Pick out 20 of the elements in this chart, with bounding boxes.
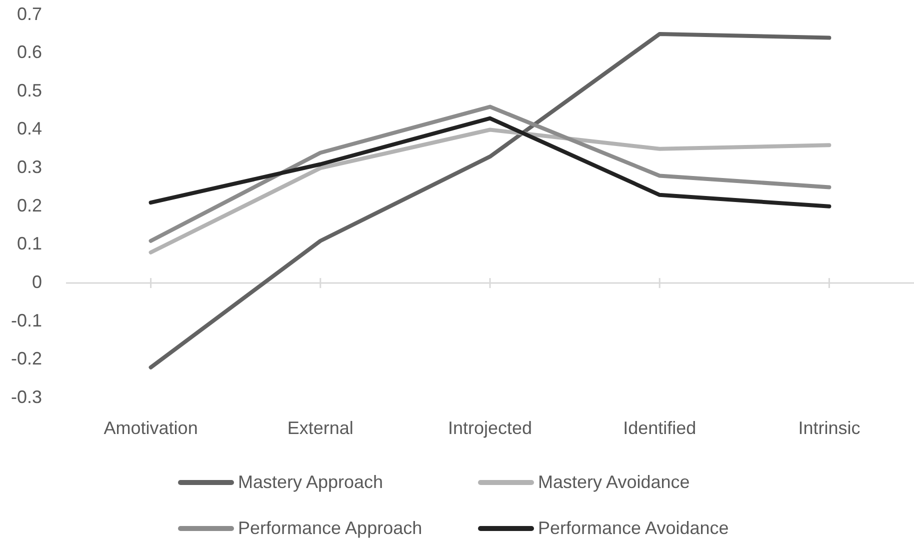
y-tick-label: -0.3 <box>10 386 42 407</box>
y-tick-label: 0.4 <box>16 118 42 139</box>
x-tick-label: Amotivation <box>104 418 198 438</box>
y-tick-label: -0.1 <box>10 310 42 330</box>
x-tick-label: External <box>287 418 354 438</box>
y-tick-label: 0.1 <box>16 234 42 254</box>
legend-label: Mastery Approach <box>238 472 384 492</box>
legend-label: Performance Avoidance <box>538 518 729 538</box>
y-tick-label: 0.6 <box>16 42 42 62</box>
legend-label: Mastery Avoidance <box>538 472 690 492</box>
x-tick-label: Identified <box>623 418 696 438</box>
y-tick-label: 0.7 <box>16 4 42 24</box>
x-tick-label: Intrinsic <box>798 418 860 438</box>
y-tick-label: 0.5 <box>16 80 42 100</box>
y-tick-label: -0.2 <box>10 348 42 369</box>
y-tick-label: 0.3 <box>16 157 42 178</box>
y-tick-label: 0.2 <box>16 195 42 216</box>
y-tick-label: 0 <box>32 272 42 292</box>
legend-label: Performance Approach <box>238 518 422 538</box>
x-tick-label: Introjected <box>448 418 532 438</box>
